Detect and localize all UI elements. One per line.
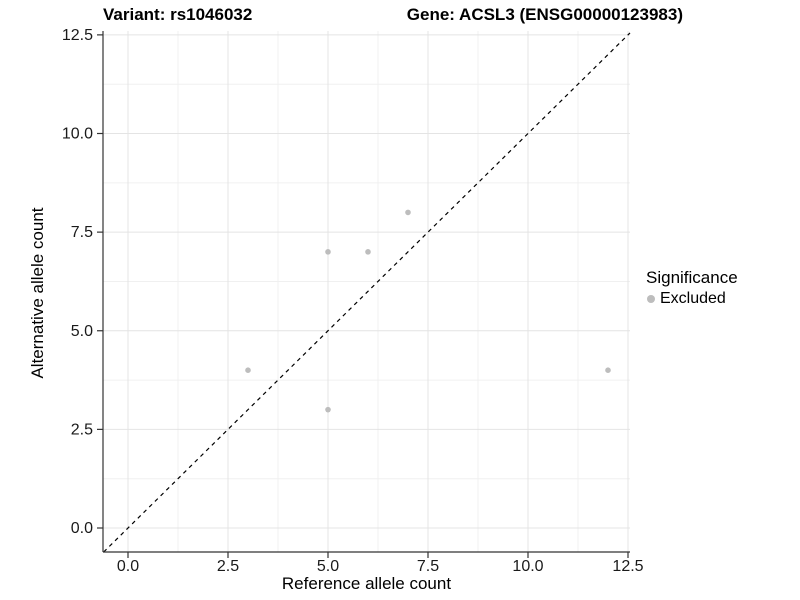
data-point xyxy=(325,406,331,413)
plot-title-variant: Variant: rs1046032 xyxy=(103,5,253,24)
x-tick-label: 12.5 xyxy=(612,558,643,575)
legend: Significance Excluded xyxy=(646,268,738,308)
identity-line xyxy=(103,32,631,553)
plot-title-gene: Gene: ACSL3 (ENSG00000123983) xyxy=(406,5,683,24)
data-point xyxy=(245,367,251,374)
x-tick-label: 0.0 xyxy=(117,558,139,575)
data-point xyxy=(605,367,611,374)
data-point xyxy=(325,249,331,255)
y-tick-label: 12.5 xyxy=(62,27,93,44)
x-tick-label: 7.5 xyxy=(417,558,439,575)
excluded-point-icon xyxy=(647,294,655,303)
y-tick-label: 2.5 xyxy=(71,421,93,438)
data-point xyxy=(405,209,411,216)
y-tick-label: 7.5 xyxy=(71,224,93,241)
y-axis-title: Alternative allele count xyxy=(28,207,47,379)
data-point xyxy=(365,249,371,255)
legend-item-excluded: Excluded xyxy=(646,290,738,308)
x-tick-label: 5.0 xyxy=(317,558,339,575)
x-tick-label: 2.5 xyxy=(217,558,239,575)
legend-item-label: Excluded xyxy=(660,289,726,307)
legend-title: Significance xyxy=(646,268,738,287)
y-tick-label: 5.0 xyxy=(71,323,93,340)
x-axis-title: Reference allele count xyxy=(281,574,452,593)
y-tick-label: 0.0 xyxy=(71,520,93,537)
y-tick-label: 10.0 xyxy=(62,126,93,143)
x-tick-label: 10.0 xyxy=(512,558,543,575)
plot-title: Variant: rs1046032 Gene: ACSL3 (ENSG0000… xyxy=(103,5,683,25)
